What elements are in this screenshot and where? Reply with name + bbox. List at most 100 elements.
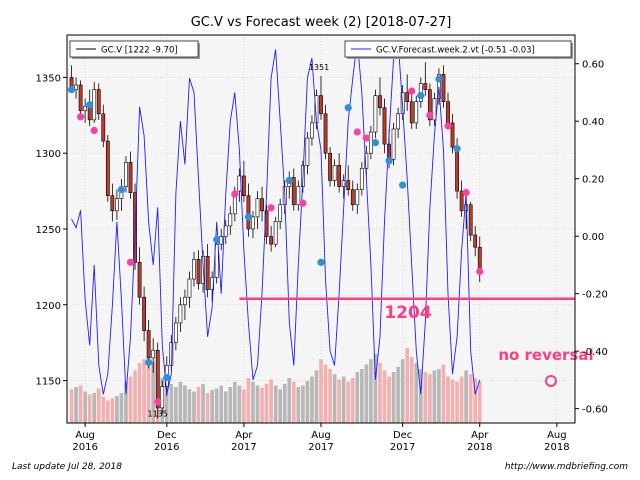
volume-bar (106, 400, 110, 423)
candle-body (78, 84, 83, 112)
candle-body (373, 95, 378, 133)
volume-bar (237, 385, 242, 423)
volume-bar (251, 381, 255, 423)
chart-title: GC.V vs Forecast week (2) [2018-07-27] (191, 15, 452, 30)
volume-bar (201, 384, 205, 423)
volume-bar (305, 381, 310, 423)
candle-body (378, 95, 382, 109)
candle-body (178, 304, 183, 324)
signal-marker (385, 157, 393, 165)
level-label-1204: 1204 (384, 303, 431, 323)
candle-body (473, 234, 478, 248)
x-axis-tick-label: 2016 (154, 442, 179, 453)
legend-forecast-text: GC.V.Forecast.week.2.vt [-0.51 -0.03] (376, 46, 535, 56)
volume-bar (110, 398, 115, 423)
volume-bar (174, 387, 178, 423)
left-axis-tick-label: 1150 (36, 377, 61, 388)
volume-bar (310, 376, 314, 423)
volume-bar (459, 376, 464, 423)
volume-bar (337, 379, 341, 423)
volume-bar (423, 372, 428, 423)
candle-body (414, 101, 419, 124)
volume-bar (273, 385, 278, 423)
candle-body (291, 177, 296, 206)
candle-body (396, 113, 400, 130)
signal-marker (77, 113, 85, 121)
signal-marker (299, 199, 307, 207)
volume-bar (210, 390, 214, 423)
volume-bar (264, 384, 269, 423)
volume-bar (319, 359, 323, 423)
candle-body (432, 98, 437, 121)
volume-bar (468, 374, 473, 423)
x-axis-tick-label: Apr (471, 430, 489, 441)
volume-bar (341, 376, 346, 423)
candle-body (115, 198, 119, 212)
candle-body (183, 296, 187, 306)
signal-marker (86, 101, 94, 109)
volume-bar (473, 378, 478, 423)
volume-bar (74, 387, 78, 423)
volume-bar (369, 359, 373, 423)
volume-bar (269, 379, 273, 423)
x-axis-tick-label: Aug (75, 430, 95, 441)
volume-bar (69, 389, 74, 423)
volume-bar (192, 391, 196, 423)
volume-bar (441, 364, 446, 423)
volume-bar (260, 387, 264, 423)
x-axis-tick-label: 2016 (72, 442, 97, 453)
candle-body (269, 236, 273, 245)
candle-body (319, 95, 323, 115)
legend-price-box (69, 40, 199, 58)
candle-body (328, 152, 332, 181)
right-axis-tick-label: -0.20 (582, 290, 608, 301)
volume-bar (219, 385, 224, 423)
candle-body (260, 198, 264, 212)
volume-bar (83, 391, 87, 423)
volume-bar (291, 381, 296, 423)
x-axis-tick-label: 2017 (308, 442, 333, 453)
candle-body (382, 107, 387, 145)
volume-bar (228, 387, 233, 423)
forecast-line (71, 40, 481, 395)
right-axis-tick-label: 0.00 (582, 232, 604, 243)
candle-body (441, 74, 446, 102)
volume-bar (477, 381, 482, 423)
signal-marker (399, 181, 407, 189)
footer-last-update: Last update Jul 28, 2018 (12, 462, 122, 472)
signal-marker (117, 185, 126, 194)
volume-bar (396, 366, 400, 423)
candle-body (137, 262, 142, 298)
footer-source-url: http://www.mdbriefing.com (504, 462, 628, 472)
signal-marker (453, 145, 461, 153)
volume-bar (282, 384, 287, 423)
candle-body (196, 259, 201, 284)
candle-body (455, 146, 459, 192)
signal-marker (444, 122, 452, 130)
low-price-label: 1135 (148, 409, 168, 418)
volume-bar (246, 378, 251, 423)
candle-body (332, 165, 337, 181)
legend-forecast: GC.V.Forecast.week.2.vt [-0.51 -0.03] (344, 40, 573, 59)
volume-bar (446, 376, 450, 423)
volume-bar (205, 393, 210, 423)
signal-marker (231, 190, 239, 198)
volume-bar (255, 385, 260, 423)
candle-body (364, 152, 369, 169)
right-axis-tick-label: 0.20 (582, 175, 604, 186)
candle-body (346, 180, 351, 190)
volume-bar (87, 394, 92, 423)
volume-bar (346, 381, 351, 423)
signal-marker (417, 92, 425, 100)
left-axis-tick-label: 1300 (36, 149, 61, 160)
x-axis: Aug2016Dec2016Apr2017Aug2017Dec2017Apr20… (72, 423, 570, 453)
signal-marker (213, 236, 221, 244)
volume-bar (242, 389, 246, 423)
legend-price: GC.V [1222 -9.70] (69, 40, 200, 59)
candle-body (173, 322, 178, 343)
signal-marker (285, 176, 293, 185)
candle-body (427, 89, 432, 121)
volume-bar (332, 374, 337, 423)
volume-bar (405, 348, 409, 423)
volume-bar (137, 363, 142, 423)
